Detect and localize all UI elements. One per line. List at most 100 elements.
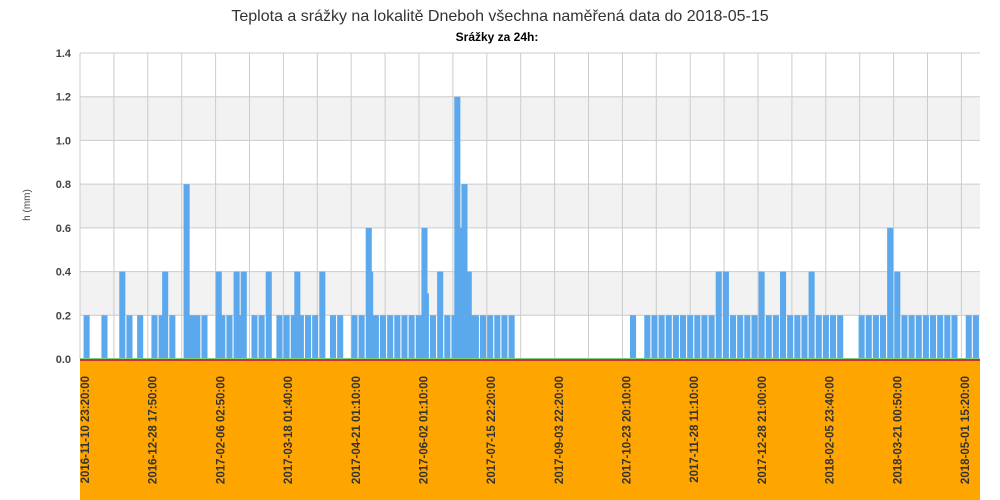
chart-title: Teplota a srážky na lokalitě Dneboh všec… [231, 8, 768, 25]
x-tick-label: 2017-09-03 22:20:00 [554, 376, 566, 484]
precip-bar [965, 315, 972, 359]
precip-bar [394, 315, 401, 359]
precip-bar [372, 315, 379, 359]
precip-bar [283, 315, 290, 359]
precip-bar [469, 315, 476, 359]
precip-bar [294, 271, 301, 359]
precip-bar [508, 315, 515, 359]
precip-bar [751, 315, 758, 359]
precip-bar [237, 315, 244, 359]
precip-bar [337, 315, 344, 359]
y-axis-label: h (mm) [22, 189, 33, 221]
plot-band [80, 227, 980, 272]
precip-bar [305, 315, 312, 359]
chart-subtitle: Srážky za 24h: [456, 30, 539, 44]
precip-bar [894, 271, 901, 359]
precip-bar [312, 315, 319, 359]
precip-bar [162, 271, 169, 359]
precip-bar [444, 315, 451, 359]
y-tick-label: 0.4 [56, 267, 72, 279]
precip-bar [730, 315, 737, 359]
precip-bar [226, 315, 233, 359]
y-tick-label: 1.2 [56, 92, 71, 104]
precip-bar [126, 315, 133, 359]
precip-bar [219, 315, 226, 359]
precip-bar [158, 315, 165, 359]
y-tick-label: 1.4 [56, 48, 72, 60]
precip-bar [708, 315, 715, 359]
plot-band [80, 96, 980, 141]
precip-bar [815, 315, 822, 359]
precip-bar [187, 315, 194, 359]
precip-bar [901, 315, 908, 359]
precip-bar [722, 271, 729, 359]
precip-bar [494, 315, 501, 359]
precip-bar [119, 271, 126, 359]
precip-bar [822, 315, 829, 359]
precip-bar [658, 315, 665, 359]
precip-bar [358, 315, 365, 359]
precip-bar [837, 315, 844, 359]
precip-bar [758, 271, 765, 359]
x-tick-label: 2016-11-10 23:20:00 [80, 376, 92, 483]
precip-bar [687, 315, 694, 359]
precip-bar [297, 315, 304, 359]
precip-bar [472, 315, 479, 359]
precip-bar [651, 315, 658, 359]
precip-bar [351, 315, 358, 359]
x-axis-tick-labels: 2016-11-10 23:20:00 2016-12-28 17:50:00 20… [80, 376, 972, 484]
plot-band [80, 315, 980, 359]
precip-bar [644, 315, 651, 359]
precip-bar [680, 315, 687, 359]
x-tick-label: 2017-06-02 01:10:00 [418, 376, 430, 484]
precip-bar [744, 315, 751, 359]
precip-bar [665, 315, 672, 359]
precip-bar [487, 315, 494, 359]
precip-bar [387, 315, 394, 359]
precip-bar [772, 315, 779, 359]
x-axis-band [80, 361, 980, 500]
precip-bar [201, 315, 208, 359]
precip-bar [83, 315, 90, 359]
precip-bar [887, 227, 894, 359]
precip-bar [276, 315, 283, 359]
precip-bar [190, 315, 197, 359]
precip-bar [183, 184, 190, 359]
precip-bar [880, 315, 887, 359]
precip-bar [937, 315, 944, 359]
precip-bar [951, 315, 958, 359]
precip-bar [694, 315, 701, 359]
precip-bar [830, 315, 837, 359]
precipitation-bars [83, 96, 979, 359]
precip-bar [715, 271, 722, 359]
precip-bar [101, 315, 108, 359]
precip-bar [480, 315, 487, 359]
precip-bar [858, 315, 865, 359]
x-tick-label: 2017-04-21 01:10:00 [351, 376, 363, 484]
precip-bar [233, 271, 240, 359]
x-tick-label: 2018-05-01 15:20:00 [960, 376, 972, 484]
y-tick-label: 0.8 [56, 179, 71, 191]
precip-bar [265, 271, 272, 359]
plot-band [80, 271, 980, 316]
x-tick-label: 2018-02-05 23:40:00 [825, 376, 837, 484]
precip-bar [972, 315, 979, 359]
precip-bar [465, 271, 472, 359]
x-tick-label: 2017-11-28 11:10:00 [689, 376, 701, 483]
precip-bar [701, 315, 708, 359]
precip-bar [915, 315, 922, 359]
precip-bar [737, 315, 744, 359]
x-tick-label: 2016-12-28 17:50:00 [148, 376, 160, 484]
precip-bar [461, 184, 468, 359]
precip-bar [151, 315, 158, 359]
plot-bands [80, 53, 980, 359]
precip-bar [367, 271, 374, 359]
precip-bar [808, 271, 815, 359]
precip-bar [437, 271, 444, 359]
precip-bar [251, 315, 258, 359]
x-tick-label: 2017-03-18 01:40:00 [283, 376, 295, 484]
precip-bar [319, 271, 326, 359]
x-tick-label: 2017-02-06 02:50:00 [215, 376, 227, 484]
precip-bar [865, 315, 872, 359]
precip-bar [672, 315, 679, 359]
